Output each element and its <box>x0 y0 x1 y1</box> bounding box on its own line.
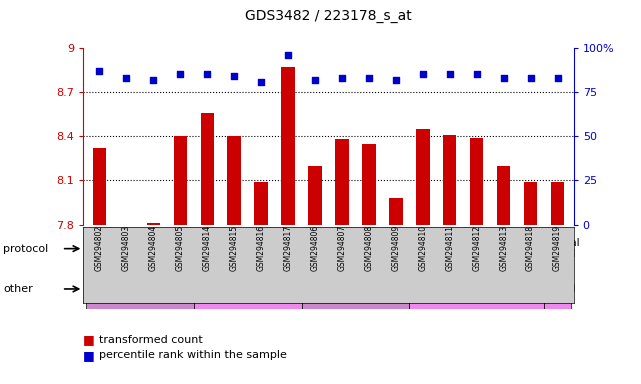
Point <box>553 75 563 81</box>
Bar <box>524 182 537 225</box>
Bar <box>281 67 295 225</box>
Point <box>94 68 104 74</box>
Text: ■: ■ <box>83 333 95 346</box>
Text: control: control <box>539 284 576 294</box>
Text: parental
control: parental control <box>536 238 579 260</box>
Bar <box>93 148 106 225</box>
Point <box>256 78 266 84</box>
Bar <box>544 228 571 269</box>
Bar <box>389 198 403 225</box>
Point <box>310 77 320 83</box>
Text: early passage: early passage <box>103 284 176 294</box>
Point <box>202 71 212 78</box>
Bar <box>416 129 429 225</box>
Bar <box>86 228 301 269</box>
Point <box>121 75 131 81</box>
Bar <box>362 144 376 225</box>
Bar <box>174 136 187 225</box>
Text: transformed count: transformed count <box>99 335 203 345</box>
Text: percentile rank within the sample: percentile rank within the sample <box>99 350 287 360</box>
Text: XIAP depletion: XIAP depletion <box>385 243 461 254</box>
Bar <box>301 228 544 269</box>
Point <box>526 75 536 81</box>
Bar <box>147 223 160 225</box>
Text: lucifierase control: lucifierase control <box>147 243 240 254</box>
Point <box>472 71 482 78</box>
Bar <box>194 269 301 309</box>
Text: other: other <box>3 284 33 294</box>
Point <box>418 71 428 78</box>
Bar <box>443 135 456 225</box>
Bar <box>551 182 564 225</box>
Bar <box>335 139 349 225</box>
Point <box>175 71 185 78</box>
Bar <box>308 166 322 225</box>
Bar <box>228 136 241 225</box>
Point <box>337 75 347 81</box>
Bar <box>201 113 214 225</box>
Point <box>229 73 239 79</box>
Text: GDS3482 / 223178_s_at: GDS3482 / 223178_s_at <box>245 9 412 23</box>
Point <box>148 77 158 83</box>
Point <box>391 77 401 83</box>
Bar <box>544 269 571 309</box>
Bar <box>410 269 544 309</box>
Point <box>499 75 509 81</box>
Text: ■: ■ <box>83 349 95 362</box>
Bar <box>254 182 268 225</box>
Bar <box>301 269 410 309</box>
Point <box>283 52 293 58</box>
Bar <box>497 166 510 225</box>
Bar <box>470 138 483 225</box>
Bar <box>86 269 194 309</box>
Text: late passage: late passage <box>215 284 281 294</box>
Text: late passage: late passage <box>444 284 510 294</box>
Point <box>445 71 455 78</box>
Text: early passage: early passage <box>319 284 392 294</box>
Point <box>364 75 374 81</box>
Text: protocol: protocol <box>3 244 49 254</box>
